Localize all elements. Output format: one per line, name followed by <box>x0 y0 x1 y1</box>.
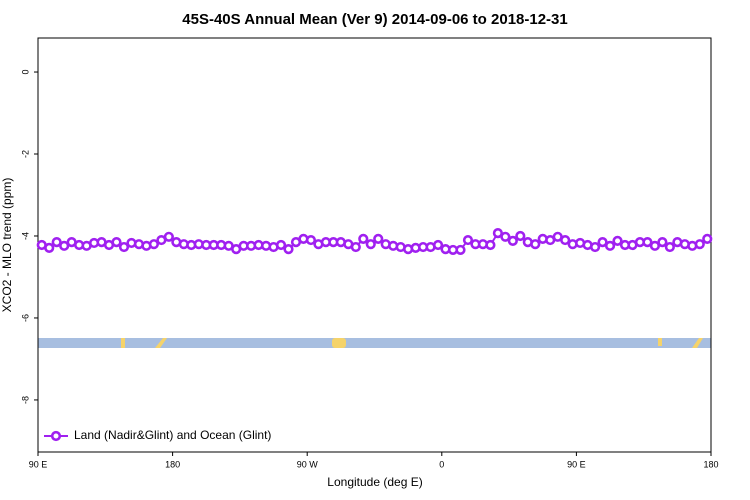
y-axis-label: XCO2 - MLO trend (ppm) <box>0 178 14 313</box>
land-patch <box>332 338 346 348</box>
point <box>462 234 474 246</box>
ocean-band <box>38 338 711 348</box>
y-tick-label: 0 <box>20 70 30 75</box>
x-tick-label: 90 W <box>297 459 319 469</box>
point <box>500 231 511 242</box>
point <box>455 244 466 256</box>
chart-title: 45S-40S Annual Mean (Ver 9) 2014-09-06 t… <box>182 11 567 28</box>
y-tick-label: -8 <box>20 396 30 404</box>
point <box>492 228 503 239</box>
point <box>589 241 601 253</box>
point <box>59 240 70 251</box>
point <box>305 234 317 246</box>
point <box>612 235 623 247</box>
point <box>702 233 713 244</box>
x-axis-label: Longitude (deg E) <box>327 475 422 489</box>
point <box>358 233 369 244</box>
point <box>275 239 287 251</box>
y-tick-label: -2 <box>20 150 30 158</box>
point <box>118 241 130 253</box>
legend-label: Land (Nadir&Glint) and Ocean (Glint) <box>74 428 271 442</box>
y-tick-label: -4 <box>20 232 30 240</box>
land-patch <box>692 338 703 348</box>
land-patch <box>155 338 167 348</box>
point <box>507 235 518 247</box>
point <box>373 233 384 244</box>
x-tick-label: 90 E <box>29 459 48 469</box>
point <box>283 243 294 255</box>
x-tick-label: 180 <box>703 459 718 469</box>
point <box>657 237 668 248</box>
point <box>649 240 661 251</box>
point <box>365 239 376 250</box>
point <box>148 239 160 250</box>
point <box>515 230 526 242</box>
point <box>44 242 55 253</box>
land-patch <box>121 338 125 348</box>
point <box>664 241 675 253</box>
point <box>530 239 541 250</box>
point <box>432 239 444 251</box>
y-tick-label: -6 <box>20 314 30 322</box>
x-tick-label: 90 E <box>567 459 586 469</box>
land-patch <box>658 338 662 346</box>
point <box>485 239 496 251</box>
point <box>560 234 571 246</box>
land-ocean-strip <box>38 338 711 348</box>
point <box>111 237 122 248</box>
legend-marker <box>50 430 62 442</box>
point <box>604 240 616 251</box>
x-tick-label: 0 <box>439 459 444 469</box>
point <box>51 237 62 248</box>
point <box>163 231 174 242</box>
point <box>694 239 705 250</box>
point <box>350 241 361 253</box>
point <box>642 237 653 248</box>
x-tick-label: 180 <box>165 459 180 469</box>
point <box>597 237 608 248</box>
